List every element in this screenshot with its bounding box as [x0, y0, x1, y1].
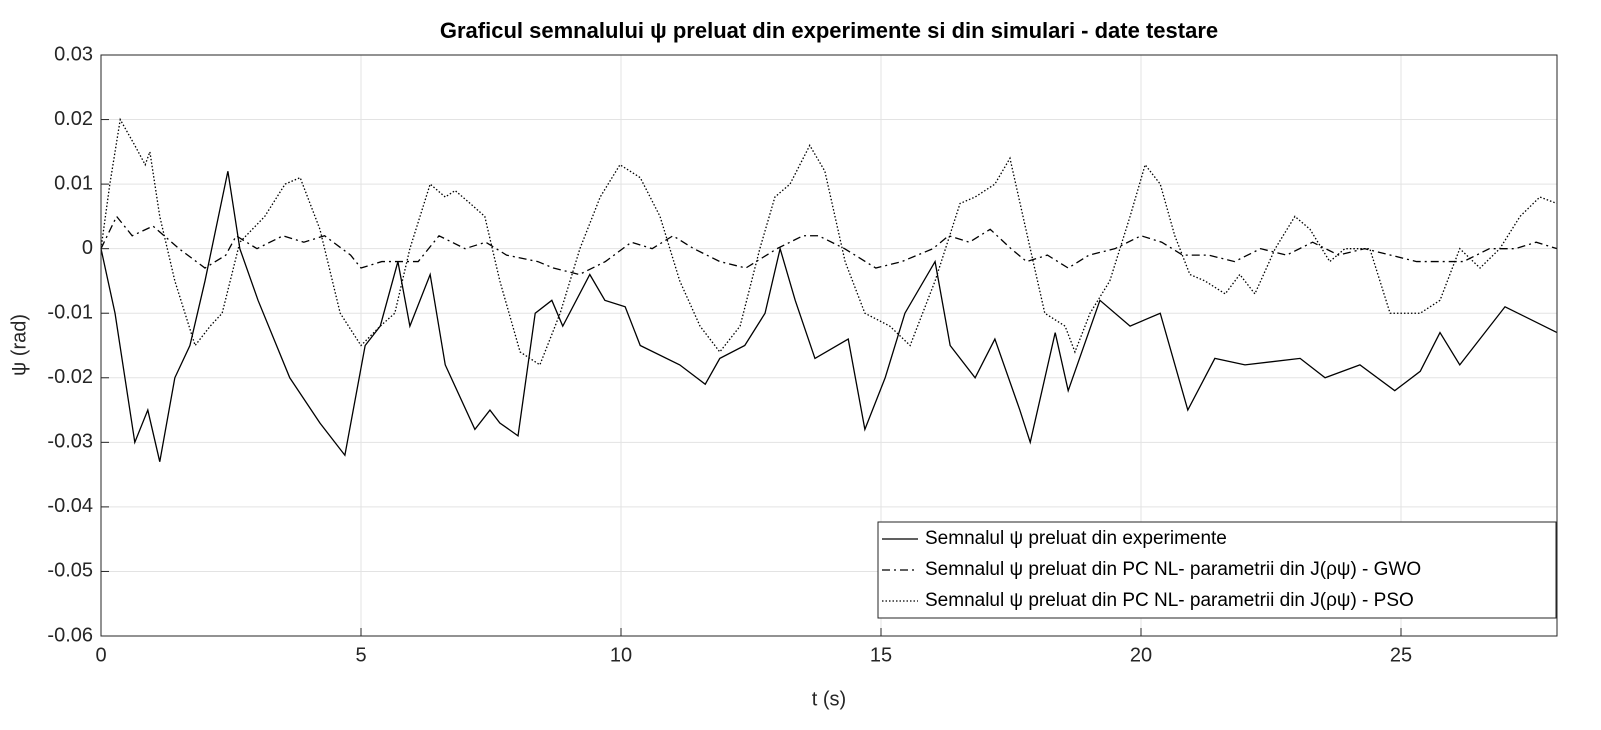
- data-line: [100, 117, 1558, 366]
- x-tick-label: 0: [95, 644, 106, 666]
- y-tick-label: -0.05: [47, 560, 93, 582]
- data-line: [100, 215, 1558, 276]
- chart-title: Graficul semnalului ψ preluat din experi…: [440, 18, 1218, 43]
- y-tick-label: 0.01: [54, 172, 93, 194]
- plot-frame: [100, 54, 1558, 637]
- legend-box: [877, 521, 1557, 619]
- y-tick-label: -0.06: [47, 624, 93, 646]
- x-tick-label: 10: [610, 644, 632, 666]
- x-tick-label: 25: [1390, 644, 1412, 666]
- legend-label: Semnalul ψ preluat din PC NL- parametrii…: [925, 590, 1414, 611]
- x-tick-label: 20: [1130, 644, 1152, 666]
- x-axis-label: t (s): [812, 688, 846, 710]
- y-tick-label: -0.02: [47, 366, 93, 388]
- legend-label: Semnalul ψ preluat din experimente: [925, 528, 1227, 549]
- x-tick-label: 15: [870, 644, 892, 666]
- y-tick-label: 0: [82, 237, 93, 259]
- y-tick-label: 0.02: [54, 108, 93, 130]
- x-tick-label: 5: [355, 644, 366, 666]
- data-line: [100, 171, 1558, 462]
- y-axis-label: ψ (rad): [8, 314, 30, 376]
- y-tick-label: -0.04: [47, 495, 93, 517]
- y-tick-label: -0.03: [47, 431, 93, 453]
- legend-label: Semnalul ψ preluat din PC NL- parametrii…: [925, 559, 1421, 580]
- y-tick-label: 0.03: [54, 43, 93, 65]
- y-tick-label: -0.01: [47, 302, 93, 324]
